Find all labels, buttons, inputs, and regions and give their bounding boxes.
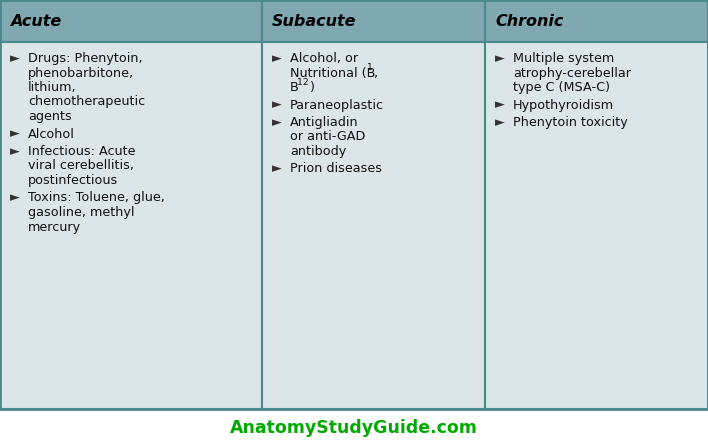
Text: 1: 1 — [367, 63, 373, 72]
Text: Drugs: Phenytoin,: Drugs: Phenytoin, — [28, 52, 142, 65]
Text: Nutritional (B: Nutritional (B — [290, 67, 375, 80]
Text: B: B — [290, 81, 299, 94]
Text: Chronic: Chronic — [495, 13, 564, 29]
Bar — [262, 42, 485, 409]
Text: Prion diseases: Prion diseases — [290, 163, 382, 176]
Bar — [0, 409, 708, 447]
Bar — [262, 0, 485, 42]
Text: ►: ► — [495, 52, 505, 65]
Text: mercury: mercury — [28, 220, 81, 233]
Text: ,: , — [373, 67, 377, 80]
Text: ►: ► — [272, 98, 282, 111]
Text: Hypothyroidism: Hypothyroidism — [513, 98, 614, 111]
Text: Acute: Acute — [10, 13, 62, 29]
Text: ): ) — [309, 81, 314, 94]
Text: Antigliadin: Antigliadin — [290, 116, 358, 129]
Text: ►: ► — [495, 98, 505, 111]
Text: viral cerebellitis,: viral cerebellitis, — [28, 160, 134, 173]
Text: lithium,: lithium, — [28, 81, 76, 94]
Text: Toxins: Toluene, glue,: Toxins: Toluene, glue, — [28, 191, 165, 204]
Text: gasoline, methyl: gasoline, methyl — [28, 206, 135, 219]
Text: Phenytoin toxicity: Phenytoin toxicity — [513, 116, 628, 129]
Bar — [485, 0, 708, 42]
Text: chemotherapeutic: chemotherapeutic — [28, 96, 145, 109]
Text: ►: ► — [272, 116, 282, 129]
Text: ►: ► — [495, 116, 505, 129]
Text: Paraneoplastic: Paraneoplastic — [290, 98, 384, 111]
Text: type C (MSA-C): type C (MSA-C) — [513, 81, 610, 94]
Text: ►: ► — [272, 163, 282, 176]
Text: ►: ► — [10, 127, 20, 140]
Text: Subacute: Subacute — [272, 13, 356, 29]
Text: ►: ► — [10, 52, 20, 65]
Text: ►: ► — [10, 191, 20, 204]
Text: agents: agents — [28, 110, 72, 123]
Text: ►: ► — [10, 145, 20, 158]
Text: 12: 12 — [297, 78, 309, 87]
Text: Alcohol, or: Alcohol, or — [290, 52, 358, 65]
Text: Multiple system: Multiple system — [513, 52, 615, 65]
Text: ►: ► — [272, 52, 282, 65]
Bar — [0, 0, 262, 42]
Text: AnatomyStudyGuide.com: AnatomyStudyGuide.com — [230, 419, 478, 437]
Text: atrophy-cerebellar: atrophy-cerebellar — [513, 67, 631, 80]
Text: Alcohol: Alcohol — [28, 127, 75, 140]
Text: phenobarbitone,: phenobarbitone, — [28, 67, 134, 80]
Text: antibody: antibody — [290, 145, 346, 158]
Bar — [485, 42, 708, 409]
Text: Infectious: Acute: Infectious: Acute — [28, 145, 135, 158]
Text: postinfectious: postinfectious — [28, 174, 118, 187]
Text: or anti-GAD: or anti-GAD — [290, 131, 365, 143]
Bar — [0, 42, 262, 409]
